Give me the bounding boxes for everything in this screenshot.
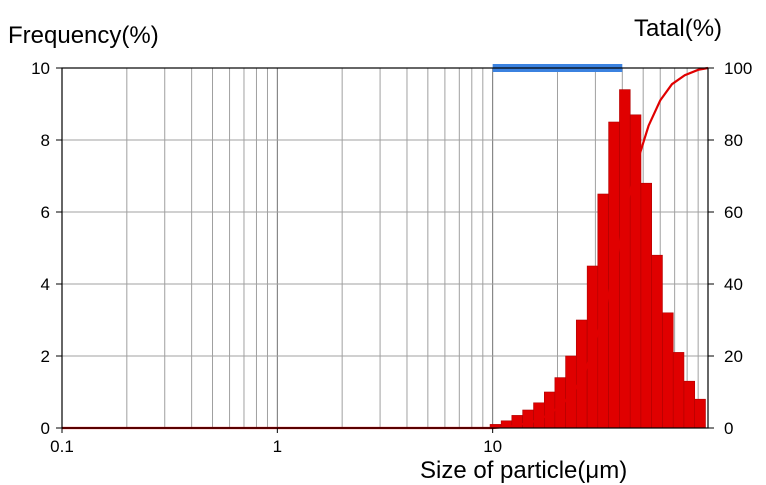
plot-frame: [61, 67, 709, 429]
y-right-tick-label: 100: [724, 59, 752, 78]
histogram-bar: [694, 398, 706, 429]
y-left-tick-label: 2: [41, 347, 50, 366]
y-right-tick-label: 60: [724, 203, 743, 222]
histogram-bar: [619, 89, 631, 429]
y-left-tick-label: 4: [41, 275, 50, 294]
cumulative-line: [62, 66, 709, 430]
histogram-bar: [651, 254, 663, 429]
histogram-bar: [640, 182, 652, 429]
histogram-bar: [565, 355, 577, 429]
y-left-tick-label: 6: [41, 203, 50, 222]
x-axis-title: Size of particle(μm): [420, 457, 627, 484]
y-axis-right-title: Tatal(%): [634, 15, 722, 42]
histogram-bar: [683, 380, 696, 429]
y-right-tick-label: 0: [724, 419, 733, 438]
y-right-tick-label: 80: [724, 131, 743, 150]
histogram-bar: [629, 114, 642, 429]
x-tick-label: 10: [483, 437, 502, 456]
y-right-tick-label: 40: [724, 275, 743, 294]
y-left-tick-label: 0: [41, 419, 50, 438]
histogram-bar: [662, 312, 674, 429]
histogram-bar: [522, 409, 534, 429]
x-tick-label: 1: [273, 437, 282, 456]
y-left-tick-label: 10: [31, 59, 50, 78]
y-left-tick-label: 8: [41, 131, 50, 150]
histogram-bar: [575, 319, 588, 429]
histogram-bar: [672, 352, 685, 429]
histogram-bar: [533, 402, 545, 429]
histogram-bar: [597, 193, 609, 429]
y-axis-left-title: Frequency(%): [8, 22, 159, 49]
x-tick-label: 0.1: [50, 437, 74, 456]
y-right-tick-label: 20: [724, 347, 743, 366]
